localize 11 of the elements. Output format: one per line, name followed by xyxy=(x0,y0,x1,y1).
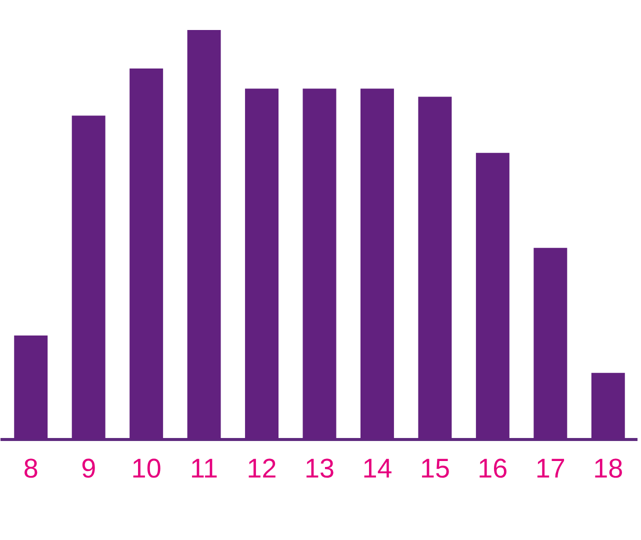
x-tick-label: 18 xyxy=(593,453,624,484)
x-tick-label: 9 xyxy=(81,453,96,484)
x-tick-label: 17 xyxy=(535,453,566,484)
x-tick-label: 12 xyxy=(246,453,277,484)
x-tick-label: 14 xyxy=(362,453,392,484)
x-tick-label: 8 xyxy=(23,453,38,484)
x-tick-label: 16 xyxy=(478,453,508,484)
x-tick-label: 11 xyxy=(190,453,218,484)
x-tick-label: 10 xyxy=(131,453,162,484)
x-tick-label: 13 xyxy=(304,453,335,484)
x-tick-label: 15 xyxy=(420,453,450,484)
